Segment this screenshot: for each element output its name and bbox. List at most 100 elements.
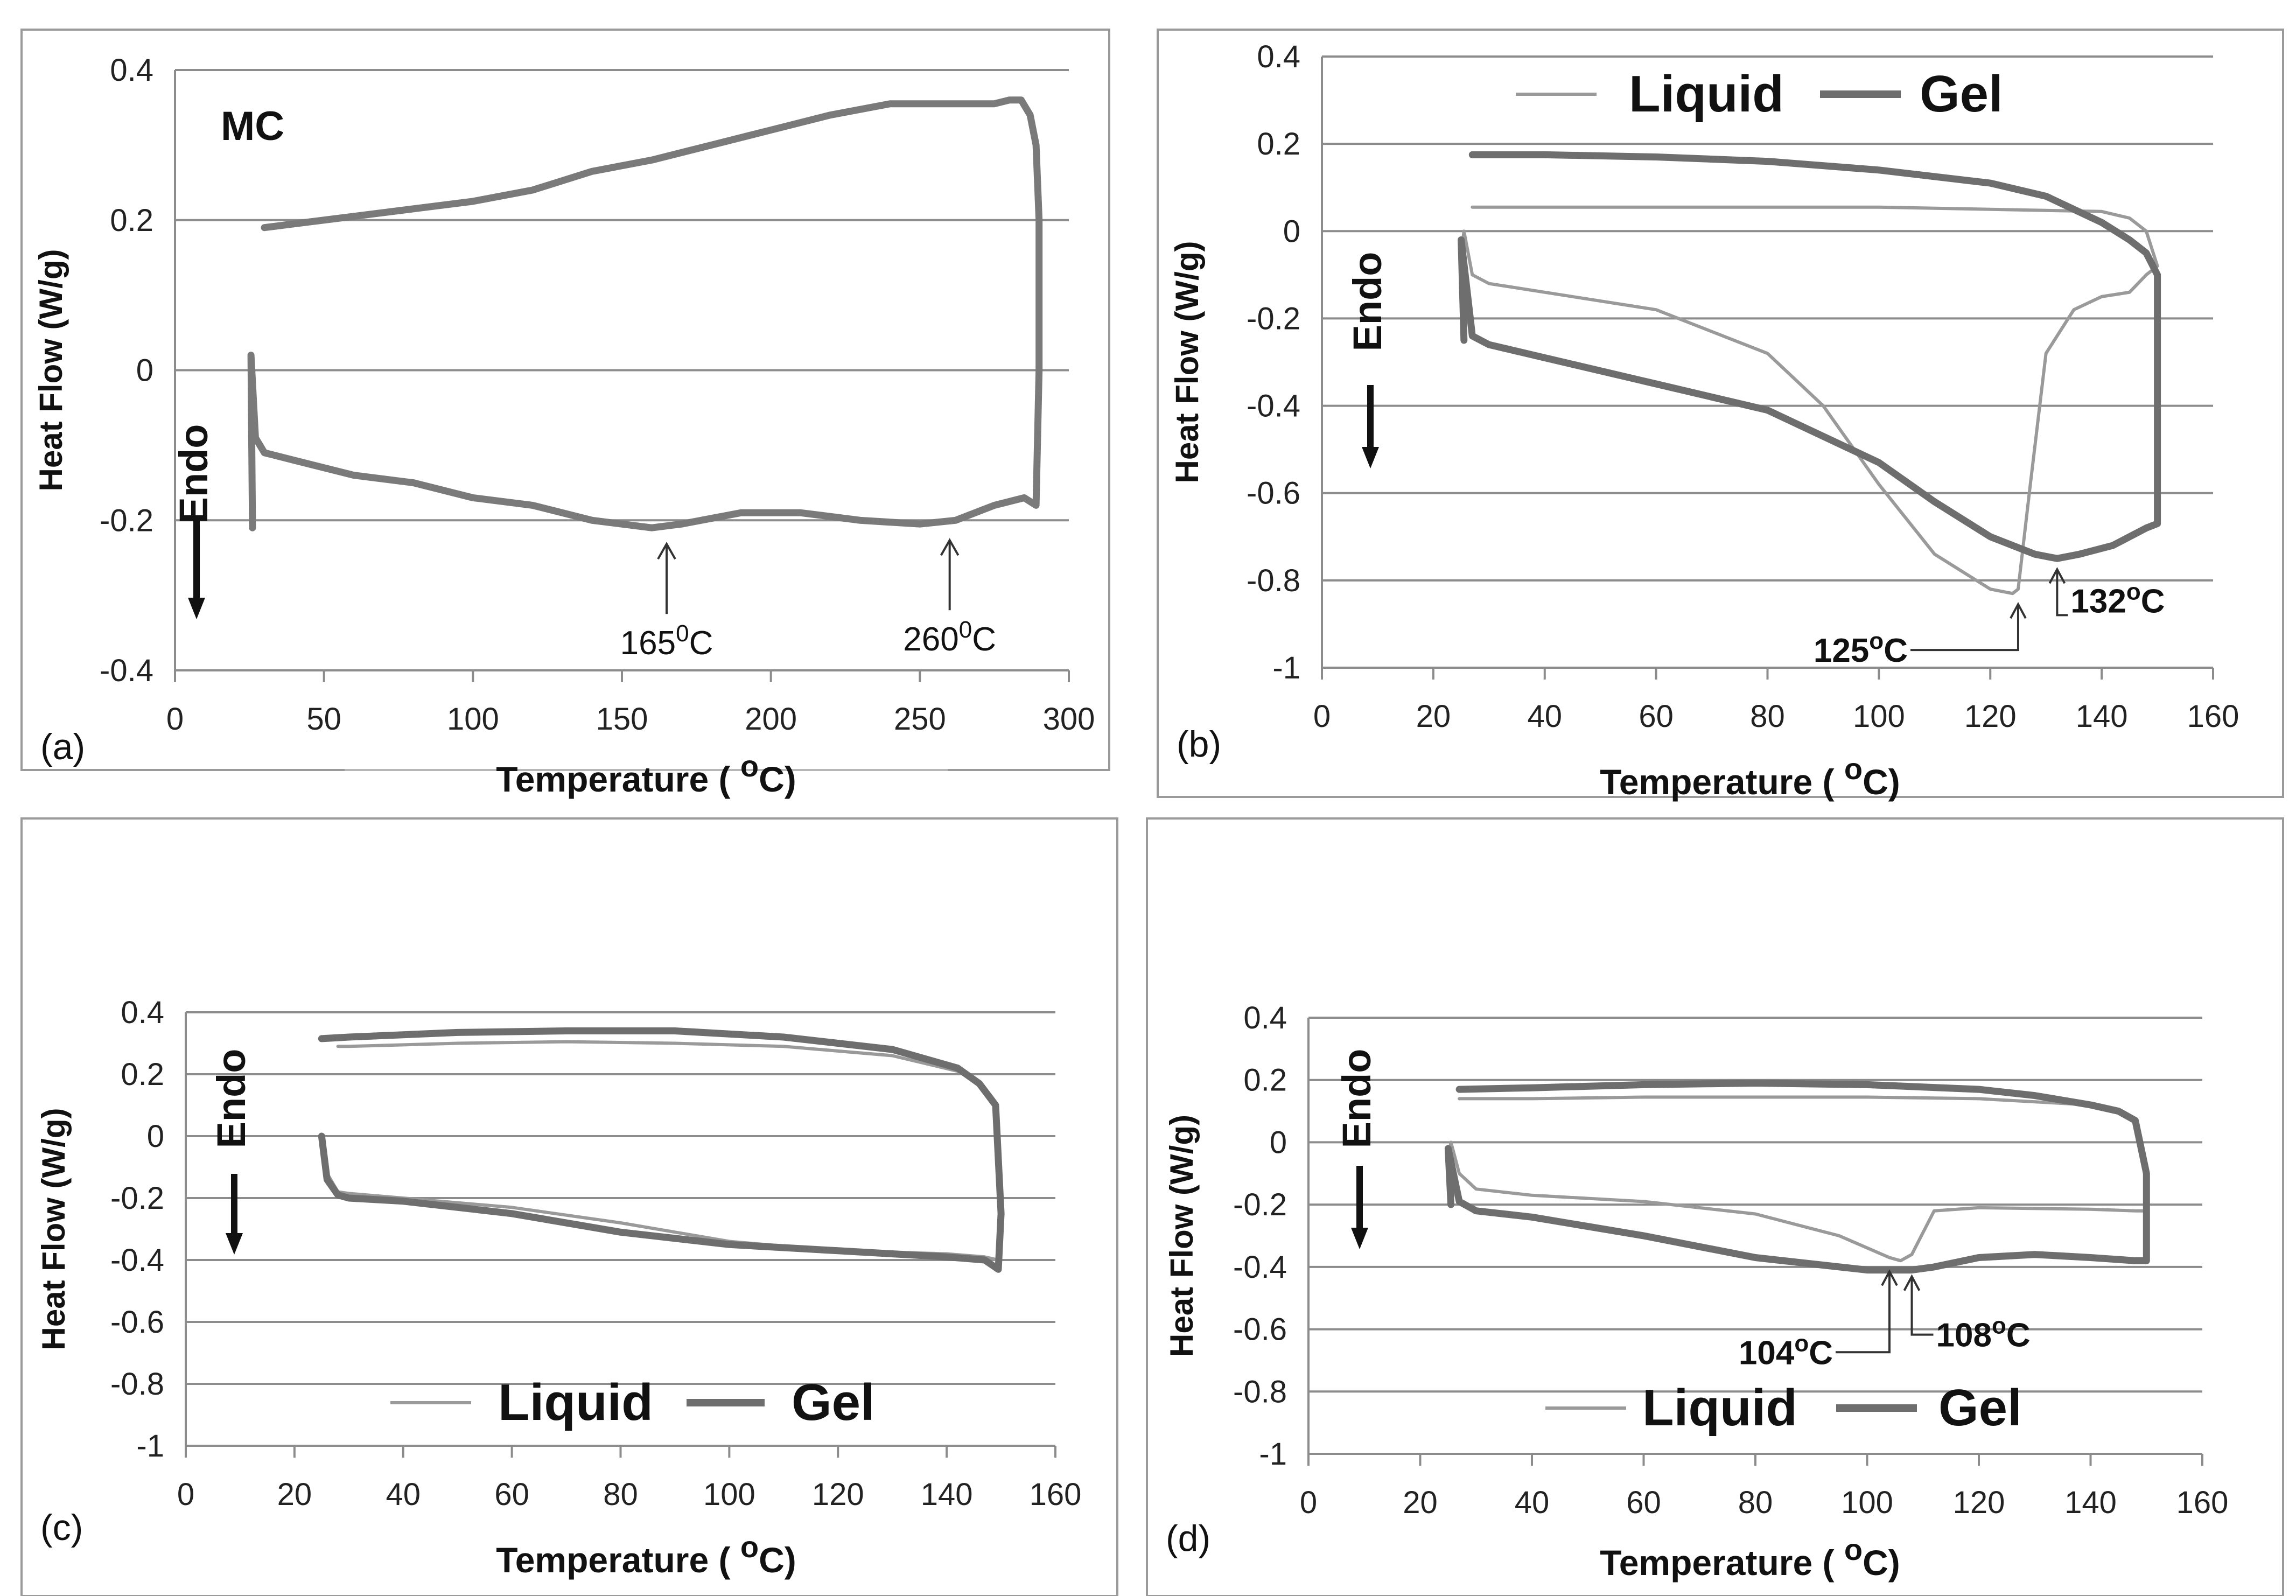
x-tick-label: 300 <box>1043 702 1095 737</box>
y-tick-label: 0 <box>1270 1125 1287 1160</box>
panel-label: (c) <box>40 1507 83 1548</box>
x-tick-label: 0 <box>166 702 184 737</box>
annotation-value: 125 <box>1814 632 1869 669</box>
legend-label-liquid: Liquid <box>1642 1379 1797 1437</box>
x-axis-label: Temperature ( oC) <box>1600 752 1900 802</box>
x-axis-label-degree: o <box>740 1530 759 1564</box>
annotation-arrowhead <box>940 538 960 556</box>
x-axis-label-degree: o <box>740 749 759 783</box>
x-axis-label-main: Temperature ( <box>1600 1543 1844 1583</box>
x-tick-label: 120 <box>812 1477 864 1512</box>
y-tick-label: -0.4 <box>110 1243 164 1278</box>
panel-a: -0.4 -0.2 0 0.2 0.4 0 50 100 150 200 250 300 Heat Fl… <box>20 29 1110 799</box>
series-line-gel <box>318 1027 1005 1273</box>
panel-d: -1 -0.8 -0.6 -0.4 -0.2 0 0.2 0.4 0 20 40 60 80 100 120… <box>1146 817 2284 1596</box>
annotation-sup: o <box>1794 1330 1809 1356</box>
y-tick-label: -1 <box>1272 650 1300 685</box>
y-tick-label: 0 <box>1283 214 1300 249</box>
x-axis-label-degree: o <box>1844 752 1863 786</box>
panel-label: (b) <box>1177 724 1221 765</box>
endo-arrow-head <box>1351 1228 1368 1249</box>
endo-arrow-head <box>226 1233 243 1255</box>
x-tick-label: 100 <box>1853 699 1905 734</box>
endo-label: Endo <box>171 424 216 524</box>
x-axis-label: Temperature ( oC) <box>496 749 796 799</box>
x-tick-label: 140 <box>921 1477 973 1512</box>
panel-frame <box>20 817 1118 1596</box>
annotation: 2600C <box>903 538 996 658</box>
x-axis-label: Temperature ( oC) <box>496 1530 796 1580</box>
legend-label-gel: Gel <box>792 1374 875 1431</box>
annotation-unit: C <box>1809 1334 1833 1371</box>
x-tick-label: 60 <box>494 1477 529 1512</box>
annotation: 125oC <box>1814 601 2027 669</box>
annotation-unit: C <box>2141 583 2165 620</box>
y-axis-label: Heat Flow (W/g) <box>1169 241 1205 484</box>
x-tick-label: 80 <box>1750 699 1785 734</box>
y-tick-label: -0.6 <box>110 1305 164 1340</box>
annotation-sup: 0 <box>676 620 689 647</box>
x-tick-label: 200 <box>745 702 797 737</box>
annotation-value: 165 <box>620 625 676 662</box>
endo-arrow-head <box>188 598 205 619</box>
y-tick-label: -0.6 <box>1247 476 1300 511</box>
x-axis-label-main: Temperature ( <box>496 1540 740 1580</box>
annotation: 1650C <box>620 542 713 662</box>
x-tick-label: 120 <box>1953 1485 2005 1520</box>
annotation-arrowhead <box>2010 601 2027 619</box>
series-line-liquid <box>1459 205 2159 596</box>
x-tick-label: 20 <box>1403 1485 1438 1520</box>
x-tick-label: 40 <box>1527 699 1562 734</box>
x-tick-label: 0 <box>177 1477 194 1512</box>
series-line-gel <box>1444 1080 2150 1274</box>
y-tick-label: 0.4 <box>121 995 164 1030</box>
x-tick-label: 100 <box>447 702 499 737</box>
legend-label-gel: Gel <box>1920 65 2003 123</box>
y-tick-label: -0.2 <box>100 503 153 538</box>
x-axis-label: Temperature ( oC) <box>1600 1532 1900 1583</box>
x-tick-label: 40 <box>1515 1485 1550 1520</box>
y-tick-label: 0.2 <box>1257 127 1300 162</box>
x-axis-label-main: Temperature ( <box>496 759 740 799</box>
y-tick-label: -0.8 <box>1247 563 1300 598</box>
annotation-arrowhead <box>657 542 676 560</box>
x-tick-label: 100 <box>703 1477 755 1512</box>
panel-title: MC <box>221 103 284 149</box>
annotation: 132oC <box>2048 567 2165 620</box>
x-axis-label-main: Temperature ( <box>1600 762 1844 802</box>
endo-label: Endo <box>209 1049 254 1149</box>
x-axis-label-unit: C) <box>1863 762 1900 802</box>
annotation: 108oC <box>1903 1274 2031 1354</box>
legend-label-gel: Gel <box>1938 1379 2022 1437</box>
annotation-value: 108 <box>1936 1317 1992 1354</box>
x-tick-label: 100 <box>1841 1485 1893 1520</box>
series-line-liquid <box>1446 1095 2148 1263</box>
y-tick-label: -1 <box>136 1429 164 1464</box>
x-tick-label: 160 <box>1030 1477 1082 1512</box>
panel-frame <box>1146 817 2284 1596</box>
annotation-unit: C <box>972 621 996 658</box>
series-line-gel <box>1458 151 2161 562</box>
y-tick-label: -0.2 <box>1233 1187 1287 1222</box>
x-tick-label: 20 <box>1416 699 1451 734</box>
panel-b: -1 -0.8 -0.6 -0.4 -0.2 0 0.2 0.4 0 20 40 60 80 100 120… <box>1157 29 2284 802</box>
y-tick-label: 0 <box>136 353 153 388</box>
y-tick-label: -0.6 <box>1233 1312 1287 1347</box>
y-tick-label: 0.4 <box>110 53 153 88</box>
x-tick-label: 120 <box>1964 699 2017 734</box>
x-tick-label: 0 <box>1300 1485 1317 1520</box>
x-tick-label: 140 <box>2064 1485 2117 1520</box>
panel-label: (d) <box>1166 1518 1210 1559</box>
legend-label-liquid: Liquid <box>498 1374 653 1431</box>
annotation-label: 132oC <box>2070 578 2165 620</box>
x-tick-label: 150 <box>596 702 648 737</box>
x-tick-label: 80 <box>603 1477 638 1512</box>
x-tick-label: 20 <box>277 1477 312 1512</box>
y-tick-label: 0.2 <box>110 203 153 238</box>
annotation-value: 104 <box>1739 1334 1795 1371</box>
x-axis-label-unit: C) <box>759 759 796 799</box>
annotation-arrow <box>2056 569 2068 617</box>
y-axis-label: Heat Flow (W/g) <box>36 1108 72 1350</box>
y-tick-label: 0.2 <box>121 1057 164 1092</box>
y-tick-label: -1 <box>1259 1437 1287 1472</box>
